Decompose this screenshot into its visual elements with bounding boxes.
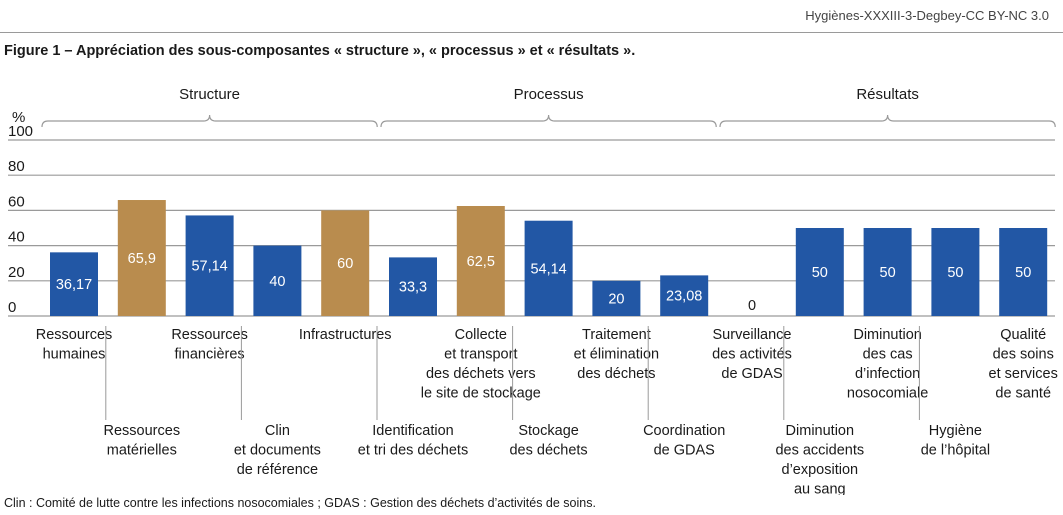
- bar-category-label-10-line-1: des activités: [712, 347, 792, 363]
- bar-8: [592, 280, 641, 316]
- bar-value-label-9: 23,08: [666, 289, 702, 305]
- bar-category-label-13-line-0: Hygiène: [929, 423, 982, 439]
- bar-1: [117, 200, 166, 316]
- bar-category-label-6-line-2: des déchets vers: [426, 366, 536, 382]
- y-tick-label-80: 80: [8, 158, 25, 175]
- bar-category-label-9-line-0: Coordination: [643, 423, 725, 439]
- bar-value-label-5: 33,3: [399, 280, 427, 296]
- bar-value-label-11: 50: [812, 265, 828, 281]
- bar-category-label-14-line-1: des soins: [993, 347, 1054, 363]
- bar-category-label-11-line-1: des accidents: [775, 443, 864, 459]
- bar-category-label-8-line-2: des déchets: [577, 366, 655, 382]
- bar-category-label-2-line-1: financières: [175, 347, 245, 363]
- bar-category-label-14-line-0: Qualité: [1000, 327, 1046, 343]
- y-tick-label-40: 40: [8, 229, 25, 246]
- bar-category-label-14-line-2: et services: [989, 366, 1058, 382]
- group-brace-0: [41, 114, 378, 128]
- bar-3: [253, 245, 302, 316]
- bar-5: [389, 257, 437, 316]
- bar-value-label-0: 36,17: [56, 277, 92, 293]
- bar-category-label-12-line-1: des cas: [863, 347, 913, 363]
- bar-category-label-8-line-1: et élimination: [574, 347, 659, 363]
- bar-value-label-3: 40: [269, 274, 285, 290]
- bar-value-label-2: 57,14: [191, 259, 227, 275]
- bar-category-label-12-line-2: d’infection: [855, 366, 920, 382]
- figure-title: Figure 1 – Appréciation des sous-composa…: [4, 43, 636, 59]
- bar-category-label-0-line-0: Ressources: [36, 327, 113, 343]
- bar-category-label-1-line-1: matérielles: [107, 443, 177, 459]
- bar-category-label-11-line-0: Diminution: [786, 423, 855, 439]
- bar-value-label-12: 50: [880, 265, 896, 281]
- group-brace-2: [719, 114, 1056, 128]
- bar-4: [321, 210, 370, 316]
- bar-value-label-7: 54,14: [530, 261, 566, 277]
- bar-chart: % 0 20 40 60 80 100 36,17 Ressources humaines 65,9…: [8, 86, 1058, 496]
- bar-category-label-6-line-0: Collecte: [455, 327, 507, 343]
- bar-value-label-10: 0: [748, 298, 756, 314]
- header-rule: [0, 0, 1063, 33]
- y-tick-label-0: 0: [8, 299, 16, 316]
- bar-category-label-3-line-2: de référence: [237, 462, 318, 478]
- y-tick-label-60: 60: [8, 193, 25, 210]
- bar-category-label-12-line-0: Diminution: [853, 327, 922, 343]
- bar-14: [999, 228, 1048, 316]
- bar-6: [456, 206, 505, 316]
- figure-footnote: Clin : Comité de lutte contre les infect…: [4, 496, 596, 510]
- bar-category-label-10-line-2: de GDAS: [721, 366, 782, 382]
- bar-value-label-4: 60: [337, 256, 353, 272]
- bar-12: [863, 228, 912, 316]
- bar-category-label-5-line-0: Identification: [372, 423, 453, 439]
- bar-2: [185, 215, 234, 316]
- y-axis-unit-label: %: [12, 109, 25, 126]
- bar-category-label-13-line-1: de l’hôpital: [921, 443, 990, 459]
- bar-category-label-14-line-3: de santé: [995, 386, 1051, 402]
- bar-value-label-6: 62,5: [467, 254, 495, 270]
- y-tick-label-100: 100: [8, 123, 33, 140]
- bar-category-label-11-line-2: d’exposition: [782, 462, 859, 478]
- bar-category-label-4-line-0: Infrastructures: [299, 327, 392, 343]
- bar-category-label-10-line-0: Surveillance: [713, 327, 792, 343]
- bar-category-label-5-line-1: et tri des déchets: [358, 443, 468, 459]
- bar-value-label-1: 65,9: [128, 251, 156, 267]
- group-label-2: Résultats: [856, 86, 919, 103]
- bar-value-label-13: 50: [947, 265, 963, 281]
- bar-category-label-9-line-1: de GDAS: [654, 443, 715, 459]
- bar-category-label-1-line-0: Ressources: [104, 423, 181, 439]
- bar-category-label-7-line-1: des déchets: [509, 443, 587, 459]
- bar-category-label-3-line-0: Clin: [265, 423, 290, 439]
- bar-category-label-0-line-1: humaines: [43, 347, 106, 363]
- bar-11: [795, 228, 844, 316]
- group-label-0: Structure: [179, 86, 240, 103]
- bar-category-label-6-line-3: le site de stockage: [421, 386, 541, 402]
- credit-text: Hygiènes-XXXIII-3-Degbey-CC BY-NC 3.0: [805, 8, 1049, 23]
- bar-value-label-14: 50: [1015, 265, 1031, 281]
- bar-value-label-8: 20: [608, 291, 624, 307]
- bar-category-label-11-line-3: au sang: [794, 482, 846, 496]
- bar-category-label-7-line-0: Stockage: [518, 423, 578, 439]
- bar-category-label-3-line-1: et documents: [234, 443, 321, 459]
- bar-category-label-6-line-1: et transport: [444, 347, 517, 363]
- bar-category-label-2-line-0: Ressources: [171, 327, 248, 343]
- bar-category-label-8-line-0: Traitement: [582, 327, 651, 343]
- bar-13: [931, 228, 980, 316]
- group-label-1: Processus: [514, 86, 584, 103]
- bar-0: [50, 252, 98, 316]
- bar-7: [524, 220, 573, 316]
- group-brace-1: [380, 114, 717, 128]
- y-tick-label-20: 20: [8, 264, 25, 281]
- bar-category-label-12-line-3: nosocomiale: [847, 386, 928, 402]
- bar-9: [660, 275, 709, 316]
